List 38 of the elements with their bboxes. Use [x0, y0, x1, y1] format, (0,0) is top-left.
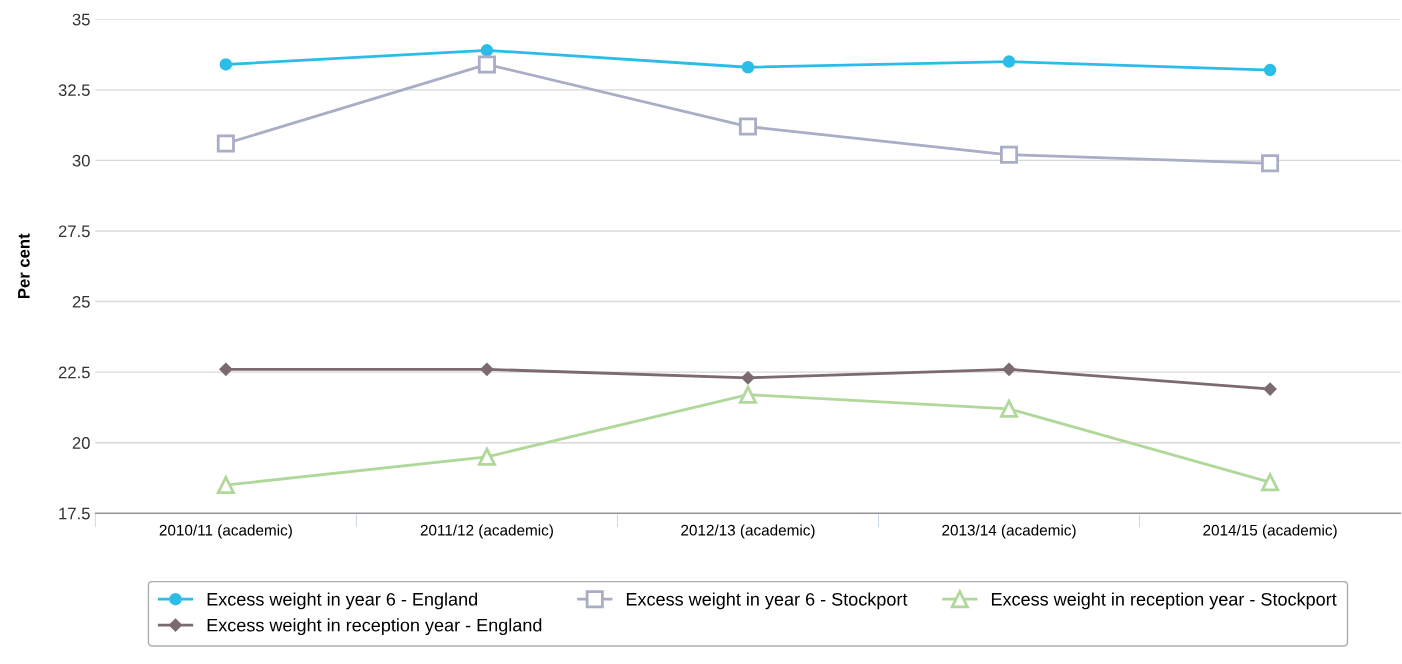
- x-tick-label: 2014/15 (academic): [1203, 524, 1337, 539]
- y-tick-label: 22.5: [58, 366, 90, 379]
- y-tick-label: 25: [72, 295, 90, 308]
- y-tick-label: 17.5: [59, 507, 90, 520]
- point: [741, 371, 755, 385]
- point: [1263, 382, 1277, 396]
- point: [1002, 363, 1016, 376]
- y-tick-label: 30: [72, 154, 90, 167]
- point: [477, 55, 496, 74]
- point: [738, 385, 757, 404]
- point: [999, 399, 1019, 418]
- legend-label: Excess weight in year 6 - England: [207, 592, 478, 610]
- point: [480, 363, 494, 376]
- point: [219, 363, 233, 376]
- legend-label: Excess weight in reception year - England: [207, 618, 542, 636]
- point: [1261, 154, 1280, 173]
- point: [741, 61, 755, 74]
- point: [738, 117, 757, 136]
- point: [480, 44, 494, 57]
- point: [477, 447, 496, 466]
- point: [216, 476, 235, 495]
- point: [1261, 473, 1280, 492]
- point: [216, 134, 235, 153]
- x-tick-label: 2011/12 (academic): [420, 524, 553, 539]
- y-tick-label: 27.5: [58, 225, 90, 238]
- point: [1263, 63, 1277, 77]
- point: [219, 58, 233, 71]
- legend-label: Excess weight in reception year - Stockport: [991, 592, 1337, 610]
- y-tick-label: 35: [72, 13, 90, 26]
- point: [999, 145, 1019, 164]
- x-tick-label: 2012/13 (academic): [681, 524, 815, 539]
- x-tick-label: 2013/14 (academic): [942, 524, 1076, 539]
- y-tick-label: 32.5: [58, 84, 90, 97]
- legend-label: Excess weight in year 6 - Stockport: [626, 592, 908, 610]
- x-tick-label: 2010/11 (academic): [159, 524, 292, 539]
- point: [1002, 55, 1016, 68]
- y-axis-title: Per cent: [18, 233, 30, 299]
- y-tick-label: 20: [72, 437, 90, 449]
